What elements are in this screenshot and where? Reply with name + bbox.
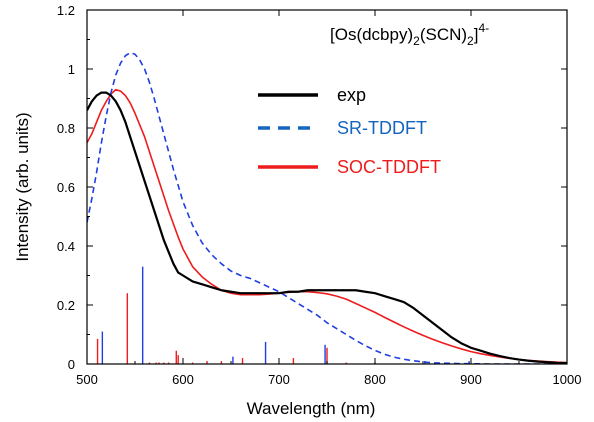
y-axis-title: Intensity (arb. units) (13, 112, 32, 261)
title-sub1: 2 (413, 34, 420, 48)
stick-spectra (96, 266, 470, 364)
y-tick-label: 0.6 (57, 180, 75, 195)
y-tick-label: 1 (68, 62, 75, 77)
title-suffix: ] (474, 25, 479, 44)
x-tick-label: 700 (268, 372, 290, 387)
y-tick-label: 0.2 (57, 298, 75, 313)
y-tick-label: 0.4 (57, 239, 75, 254)
x-tick-label: 1000 (553, 372, 582, 387)
y-axis: 0 0.2 0.4 0.6 0.8 1 1.2 (57, 3, 567, 372)
spectrum-lines (87, 51, 567, 364)
x-axis-title: Wavelength (nm) (247, 399, 376, 418)
chart-title: [Os(dcbpy)2(SCN)2]4- (330, 21, 489, 48)
legend-label-sr-tddft: SR-TDDFT (337, 118, 427, 138)
series-line-sr-tddft (87, 51, 567, 364)
title-superscript: 4- (478, 21, 489, 35)
series-line-exp (87, 91, 567, 364)
title-mid: (SCN) (420, 25, 467, 44)
x-tick-label: 600 (172, 372, 194, 387)
x-axis: 500 600 700 800 900 1000 (76, 10, 581, 387)
y-tick-label: 1.2 (57, 3, 75, 18)
title-sub2: 2 (467, 34, 474, 48)
x-tick-label: 500 (76, 372, 98, 387)
legend-label-exp: exp (337, 85, 366, 105)
legend-label-soc-tddft: SOC-TDDFT (337, 157, 441, 177)
x-tick-label: 900 (460, 372, 482, 387)
y-tick-label: 0.8 (57, 121, 75, 136)
y-tick-label: 0 (68, 357, 75, 372)
legend: exp SR-TDDFT SOC-TDDFT (258, 85, 441, 177)
x-tick-label: 800 (364, 372, 386, 387)
title-prefix: [Os(dcbpy) (330, 25, 413, 44)
plot-frame (86, 9, 568, 365)
